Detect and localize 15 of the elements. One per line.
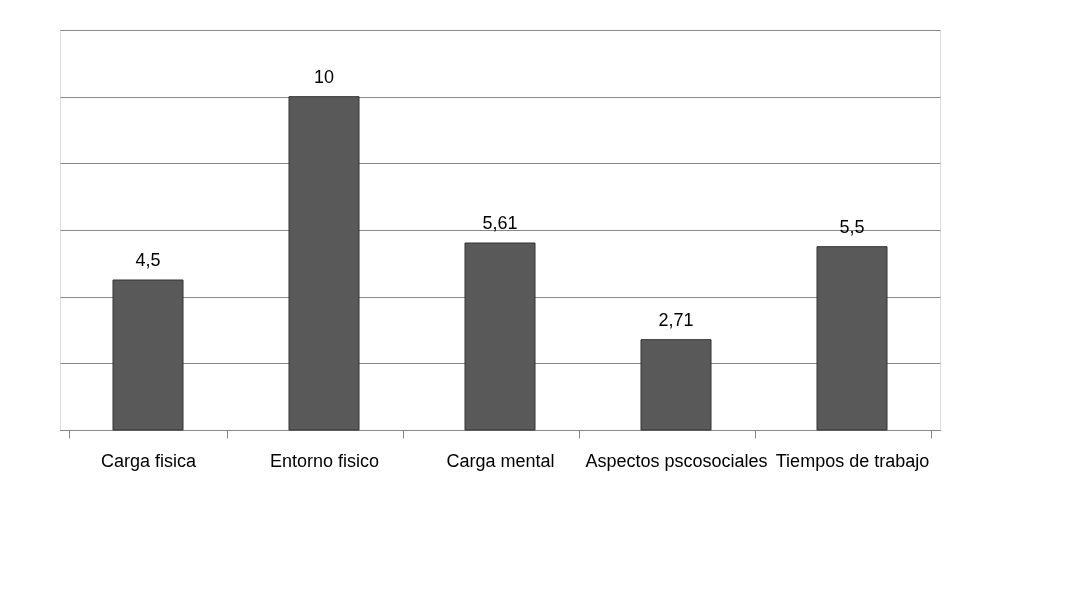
x-tick-label: Aspectos pscosociales (585, 450, 768, 471)
data-label: 2,71 (658, 309, 694, 330)
x-tick-label: Tiempos de trabajo (775, 450, 930, 471)
x-tick-label: Carga mental (446, 450, 555, 471)
x-tick-label: Entorno fisico (269, 450, 380, 471)
bar (464, 242, 536, 431)
data-label: 5,61 (482, 213, 518, 233)
bar (640, 339, 712, 431)
data-label: 5,5 (839, 216, 865, 237)
x-tick-label: Carga fisica (100, 450, 197, 471)
bar (288, 96, 360, 431)
data-label: 4,5 (135, 250, 161, 270)
bar (816, 246, 888, 431)
bar (112, 279, 184, 431)
data-label: 10 (313, 66, 335, 87)
